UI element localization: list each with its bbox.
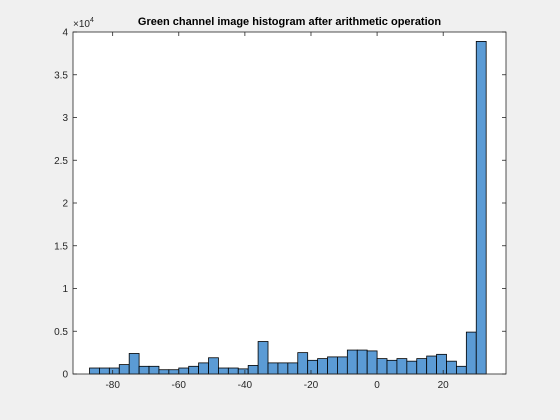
x-tick-label: -20 bbox=[304, 380, 319, 391]
histogram-bar bbox=[277, 362, 289, 375]
y-exponent-power: 4 bbox=[90, 17, 94, 24]
histogram-bar bbox=[346, 349, 358, 375]
histogram-bar bbox=[475, 41, 487, 375]
y-tick-label: 2 bbox=[62, 199, 68, 210]
y-tick-label: 0.5 bbox=[54, 327, 68, 338]
histogram-bar bbox=[188, 365, 200, 375]
histogram-bar bbox=[327, 356, 338, 375]
y-tick-label: 3 bbox=[62, 113, 68, 124]
histogram-bar bbox=[99, 367, 110, 375]
histogram-bar bbox=[118, 364, 130, 375]
histogram-bar bbox=[247, 365, 259, 375]
histogram-bar bbox=[267, 362, 279, 375]
histogram-bar bbox=[108, 367, 120, 375]
x-tick-label: 0 bbox=[374, 380, 380, 391]
x-axis-ticks: -80 -60 -40 -20 0 20 bbox=[105, 32, 449, 391]
histogram-bar bbox=[287, 362, 299, 375]
histogram-bar bbox=[416, 358, 428, 375]
y-tick-label: 1 bbox=[62, 284, 68, 295]
x-tick-label: 20 bbox=[438, 380, 450, 391]
y-tick-label: 0 bbox=[62, 370, 68, 381]
histogram-bar bbox=[168, 369, 180, 375]
x-tick-label: -60 bbox=[172, 380, 187, 391]
histogram-bar bbox=[237, 368, 249, 375]
histogram-bar bbox=[337, 356, 348, 375]
histogram-bar bbox=[307, 359, 318, 375]
histogram-bar bbox=[446, 360, 457, 375]
chart-title: Green channel image histogram after arit… bbox=[138, 16, 441, 28]
x-tick-label: -40 bbox=[238, 380, 253, 391]
y-exponent-base: ×10 bbox=[73, 19, 90, 30]
histogram-bar bbox=[406, 360, 418, 375]
y-exponent-label: ×104 bbox=[73, 17, 94, 30]
histogram-bar bbox=[128, 353, 140, 375]
histogram-bar bbox=[297, 352, 309, 375]
histogram-bar bbox=[218, 367, 229, 375]
y-tick-label: 2.5 bbox=[54, 156, 68, 167]
histogram-bar bbox=[465, 331, 477, 375]
histogram-bar bbox=[198, 362, 209, 375]
histogram-bar bbox=[456, 365, 467, 375]
histogram-bar bbox=[178, 367, 190, 375]
y-tick-label: 1.5 bbox=[54, 241, 68, 252]
y-axis-ticks: 0 0.5 1 1.5 2 2.5 3 3.5 4 bbox=[54, 28, 506, 381]
histogram-bar bbox=[356, 349, 368, 375]
histogram-bar bbox=[138, 365, 150, 375]
y-tick-label: 3.5 bbox=[54, 70, 68, 81]
histogram-bar bbox=[158, 369, 170, 375]
histogram-bar bbox=[227, 367, 239, 375]
axes-background bbox=[73, 32, 506, 374]
histogram-bar bbox=[436, 353, 447, 375]
histogram-bar bbox=[386, 359, 398, 375]
histogram-bar bbox=[376, 358, 388, 375]
y-tick-label: 4 bbox=[62, 28, 68, 39]
histogram-bar bbox=[396, 358, 408, 375]
histogram-bar bbox=[148, 365, 160, 375]
x-tick-label: -80 bbox=[105, 380, 120, 391]
histogram-bar bbox=[366, 350, 378, 375]
histogram-bar bbox=[317, 358, 328, 375]
histogram-bar bbox=[426, 355, 437, 375]
histogram-bar bbox=[208, 357, 219, 375]
histogram-bar bbox=[257, 341, 269, 375]
histogram-bar bbox=[89, 367, 100, 375]
